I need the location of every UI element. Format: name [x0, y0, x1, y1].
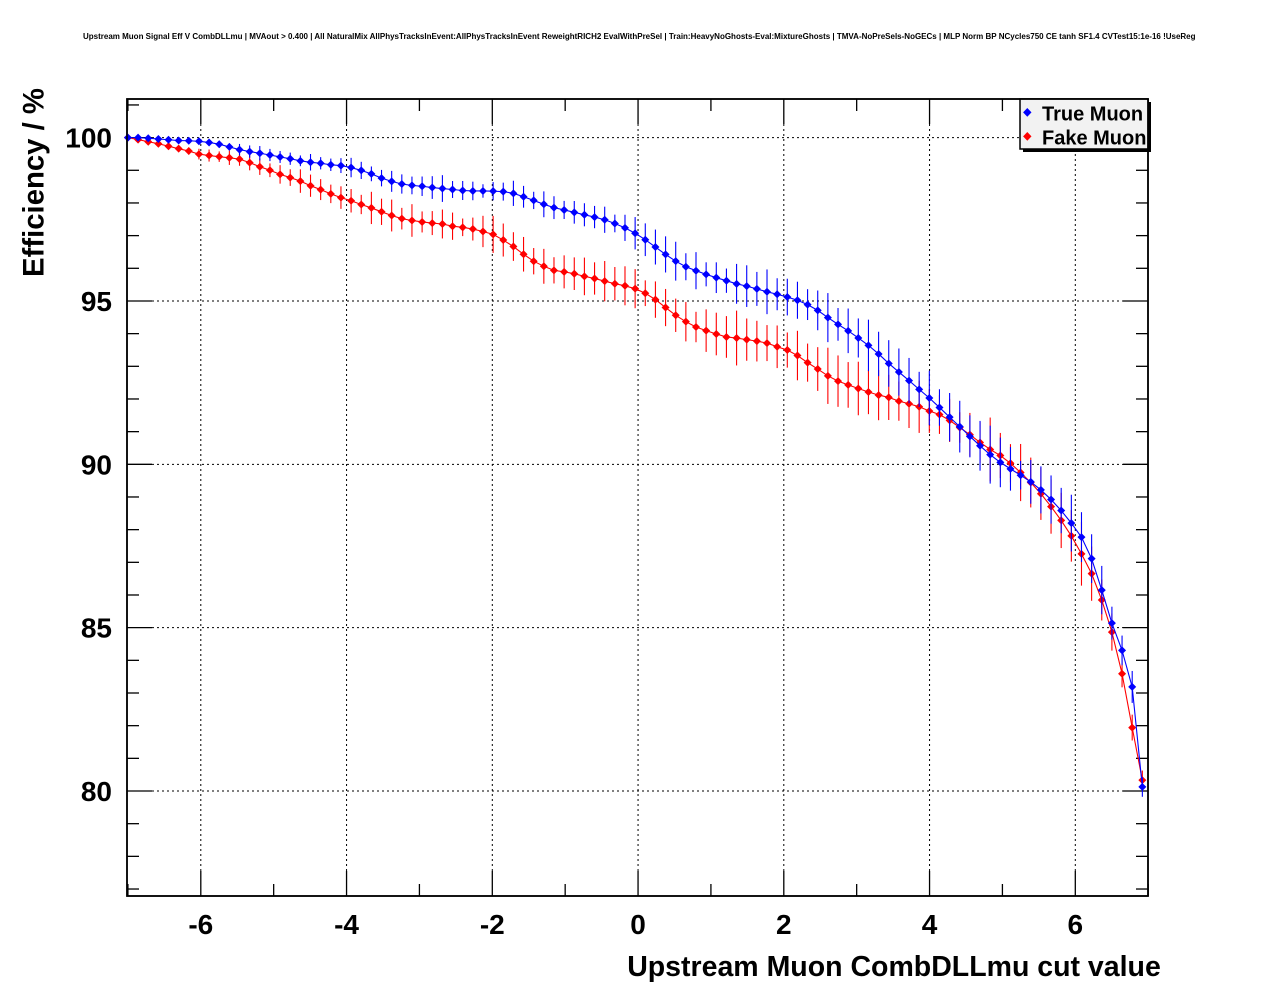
svg-text:4: 4	[922, 909, 938, 940]
svg-text:6: 6	[1068, 909, 1084, 940]
svg-text:-2: -2	[480, 909, 505, 940]
svg-text:-6: -6	[188, 909, 213, 940]
svg-text:95: 95	[81, 286, 112, 317]
svg-text:85: 85	[81, 613, 112, 644]
svg-text:-4: -4	[334, 909, 359, 940]
svg-text:Upstream Muon Signal Eff V Com: Upstream Muon Signal Eff V CombDLLmu | M…	[83, 32, 1196, 41]
svg-text:True Muon: True Muon	[1042, 103, 1143, 125]
svg-text:0: 0	[630, 909, 646, 940]
svg-text:100: 100	[65, 123, 112, 154]
svg-text:Efficiency / %: Efficiency / %	[18, 88, 51, 277]
svg-text:80: 80	[81, 776, 112, 807]
svg-text:90: 90	[81, 449, 112, 480]
svg-text:2: 2	[776, 909, 792, 940]
svg-text:Upstream Muon CombDLLmu cut va: Upstream Muon CombDLLmu cut value	[627, 951, 1161, 983]
svg-text:Fake Muon: Fake Muon	[1042, 127, 1146, 149]
